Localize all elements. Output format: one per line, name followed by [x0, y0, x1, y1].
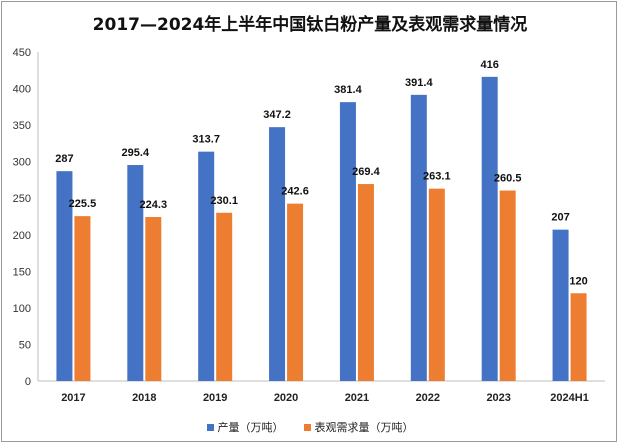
legend: 产量（万吨） 表观需求量（万吨） — [0, 419, 620, 435]
y-tick-label: 200 — [13, 230, 31, 242]
bar-production — [481, 76, 498, 381]
legend-item-demand: 表观需求量（万吨） — [303, 419, 414, 435]
data-label-production: 313.7 — [192, 134, 220, 146]
bar-production — [127, 165, 144, 381]
x-category-label: 2021 — [345, 392, 369, 404]
data-label-demand: 242.6 — [281, 186, 309, 198]
bar-demand — [499, 190, 516, 381]
bar-demand — [216, 212, 233, 381]
data-label-demand: 263.1 — [423, 171, 451, 183]
y-tick-label: 350 — [13, 120, 31, 132]
legend-swatch-production — [206, 423, 214, 431]
data-label-demand: 260.5 — [494, 173, 522, 185]
data-label-demand: 225.5 — [69, 198, 97, 210]
x-category-label: 2019 — [203, 392, 227, 404]
x-category-label: 2023 — [486, 392, 510, 404]
y-tick-label: 50 — [19, 339, 31, 351]
data-label-demand: 224.3 — [140, 199, 168, 211]
data-label-production: 347.2 — [263, 109, 291, 121]
data-labels-group: 287 225.5 295.4 224.3 313.7 230.1 347.2 242.6 38… — [55, 59, 587, 287]
data-label-production: 416 — [481, 59, 499, 71]
data-label-demand: 269.4 — [352, 166, 380, 178]
bars-group — [56, 76, 587, 381]
x-category-label: 2017 — [61, 392, 85, 404]
y-tick-label: 0 — [25, 376, 31, 388]
bar-demand — [428, 188, 445, 381]
bar-production — [269, 127, 286, 381]
legend-label-demand: 表观需求量（万吨） — [314, 421, 414, 434]
bar-demand — [287, 203, 304, 381]
bar-demand — [145, 217, 162, 381]
data-label-demand: 120 — [569, 275, 587, 287]
bar-production — [410, 94, 427, 381]
data-label-production: 207 — [551, 212, 569, 224]
x-category-label: 2018 — [132, 392, 156, 404]
data-label-production: 287 — [55, 153, 73, 165]
category-labels: 2017 2018 2019 2020 2021 2022 2023 2024H1 — [61, 392, 589, 404]
bar-production — [198, 151, 215, 381]
legend-swatch-demand — [303, 423, 311, 431]
bar-production — [56, 171, 73, 381]
y-tick-label: 300 — [13, 157, 31, 169]
bar-demand — [570, 293, 587, 381]
legend-item-production: 产量（万吨） — [206, 419, 284, 435]
x-category-label: 2022 — [416, 392, 440, 404]
chart-title: 2017—2024年上半年中国钛白粉产量及表观需求量情况 — [92, 15, 528, 35]
legend-label-production: 产量（万吨） — [217, 421, 284, 434]
data-label-production: 381.4 — [334, 84, 362, 96]
bar-demand — [357, 184, 374, 381]
y-tick-label: 150 — [13, 266, 31, 278]
y-tick-label: 100 — [13, 303, 31, 315]
data-label-demand: 230.1 — [210, 195, 238, 207]
y-tick-labels: 0 50 100 150 200 250 300 350 400 450 — [13, 47, 31, 388]
data-label-production: 391.4 — [405, 77, 433, 89]
x-category-label: 2024H1 — [550, 392, 589, 404]
bar-demand — [74, 216, 91, 381]
y-tick-label: 450 — [13, 47, 31, 59]
bar-production — [339, 102, 356, 381]
y-tick-label: 250 — [13, 193, 31, 205]
bar-production — [552, 229, 569, 381]
data-label-production: 295.4 — [122, 147, 150, 159]
y-tick-label: 400 — [13, 84, 31, 96]
x-category-label: 2020 — [274, 392, 298, 404]
